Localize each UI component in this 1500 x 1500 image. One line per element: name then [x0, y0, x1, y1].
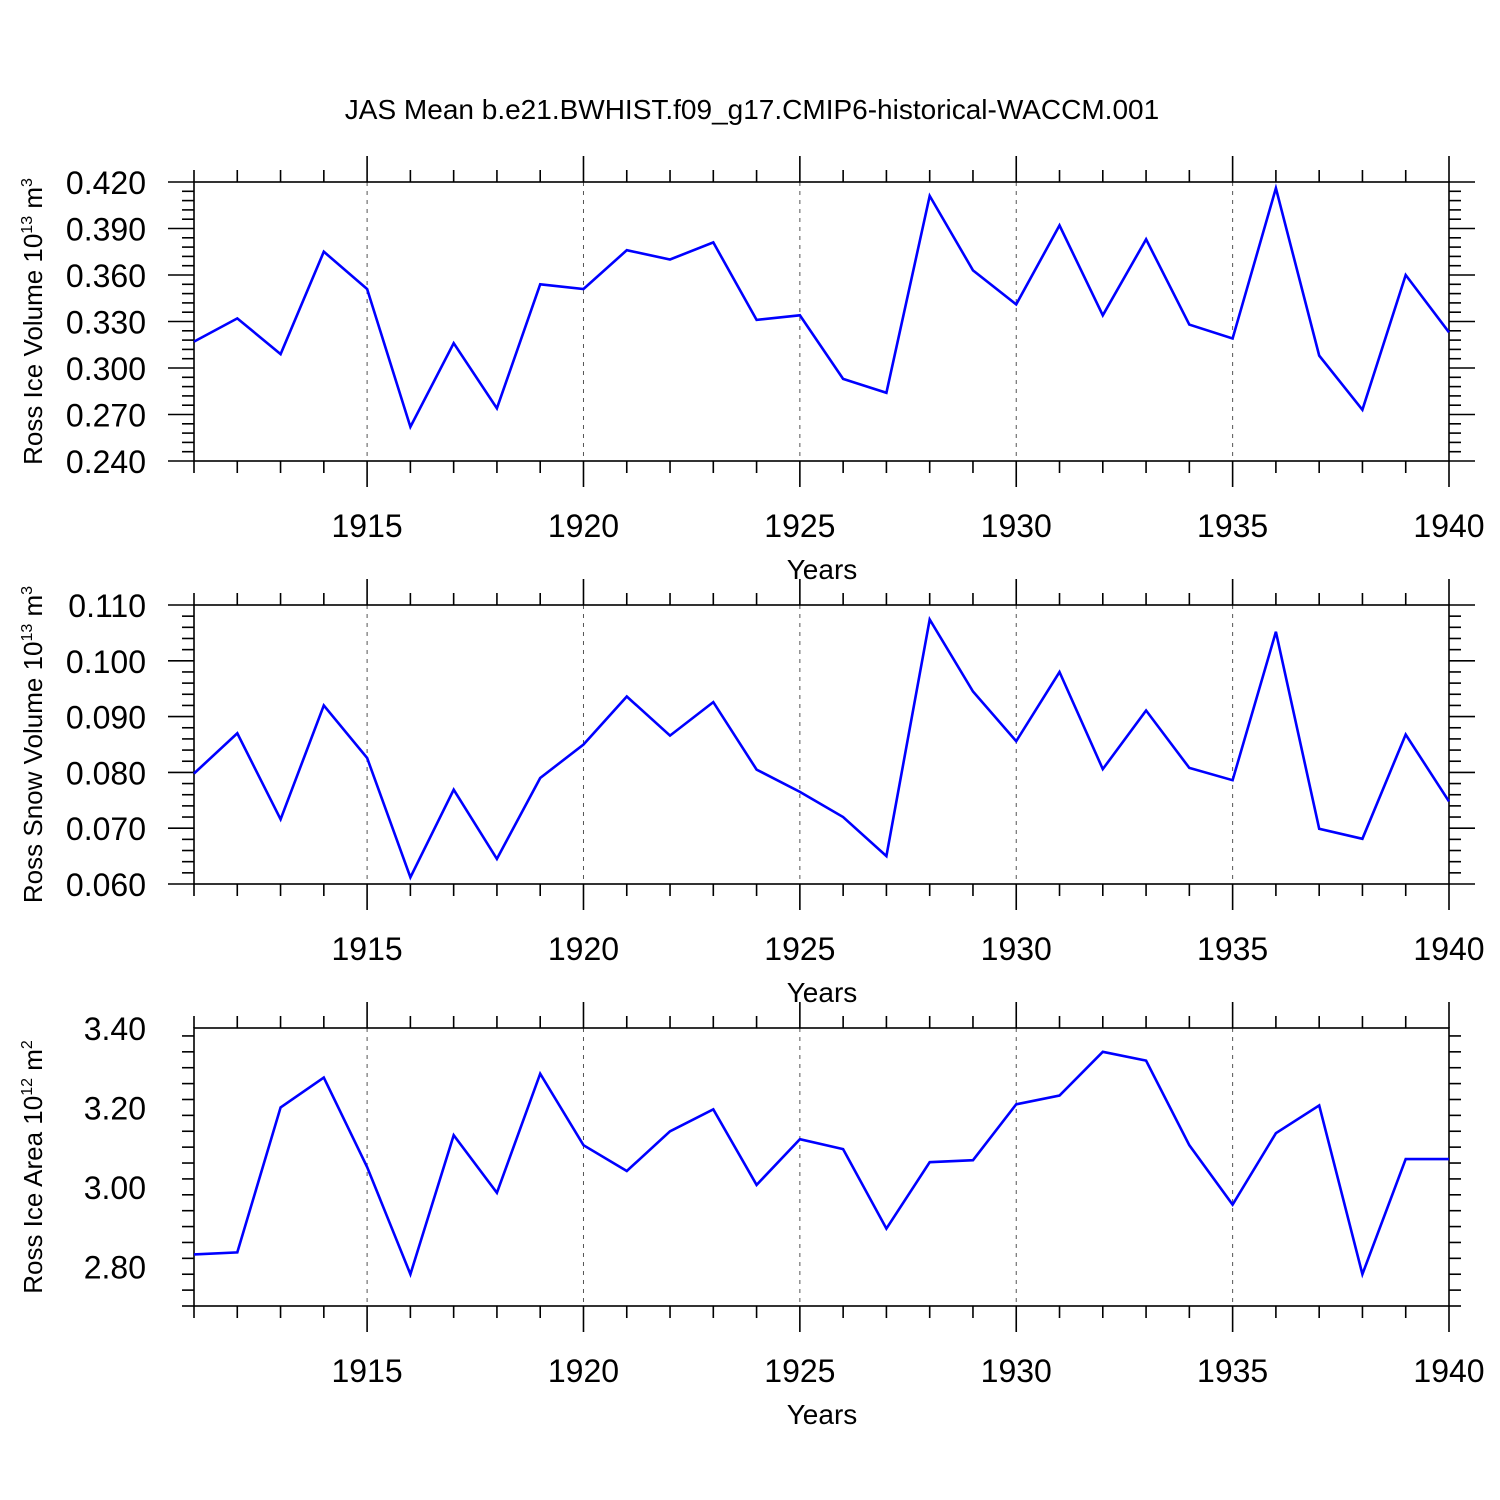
x-tick-label: 1915 [332, 931, 403, 967]
data-line [193, 1050, 1449, 1279]
y-tick-label: 0.420 [66, 165, 146, 201]
x-axis-label: Years [787, 977, 858, 1008]
x-tick-label: 1940 [1413, 931, 1484, 967]
y-tick-label: 3.40 [84, 1011, 146, 1047]
y-tick-label: 3.20 [84, 1090, 146, 1126]
plot-frame [193, 604, 1450, 885]
x-axis-label: Years [787, 1399, 858, 1430]
x-tick-label: 1920 [548, 1353, 619, 1389]
y-axis-label: Ross Snow Volume 1013 m3 [18, 586, 48, 903]
panel-ice-area: 1915 1920 1925 1930 1935 1940 Years 2.80 3.00 3.2… [18, 1002, 1485, 1430]
y-tick-label: 0.270 [66, 398, 146, 434]
x-tick-label: 1935 [1197, 931, 1268, 967]
figure-title: JAS Mean b.e21.BWHIST.f09_g17.CMIP6-hist… [345, 94, 1159, 125]
x-tick-label: 1940 [1413, 1353, 1484, 1389]
y-tick-label: 0.080 [66, 755, 146, 791]
y-tick-label: 0.070 [66, 811, 146, 847]
y-tick-label: 0.100 [66, 644, 146, 680]
x-tick-label: 1930 [981, 1353, 1052, 1389]
y-axis-label: Ross Ice Area 1012 m2 [18, 1040, 48, 1294]
data-line [193, 183, 1451, 431]
y-tick-label: 0.300 [66, 351, 146, 387]
x-tick-label: 1925 [764, 931, 835, 967]
x-axis-label: Years [787, 554, 858, 585]
panel-ice-volume: 1915 1920 1925 1930 1935 1940 Years 0.240 0.270 0… [18, 156, 1485, 585]
y-tick-label: 0.240 [66, 444, 146, 480]
x-tick-label: 1935 [1197, 508, 1268, 544]
x-tick-label: 1915 [332, 1353, 403, 1389]
x-tick-label: 1925 [764, 1353, 835, 1389]
y-tick-label: 0.330 [66, 305, 146, 341]
x-tick-label: 1925 [764, 508, 835, 544]
plot-frame [193, 1027, 1450, 1307]
y-tick-label: 0.390 [66, 212, 146, 248]
y-tick-label: 3.00 [84, 1170, 146, 1206]
x-tick-label: 1940 [1413, 508, 1484, 544]
data-line [193, 615, 1451, 881]
x-tick-label: 1920 [548, 931, 619, 967]
y-tick-label: 0.360 [66, 258, 146, 294]
y-tick-label: 0.090 [66, 700, 146, 736]
y-tick-label: 0.060 [66, 867, 146, 903]
panel-snow-volume: 1915 1920 1925 1930 1935 1940 Years 0.060 0.070 0… [18, 579, 1485, 1008]
y-tick-label: 0.110 [68, 588, 146, 624]
x-tick-label: 1930 [981, 931, 1052, 967]
y-tick-label: 2.80 [84, 1249, 146, 1285]
x-tick-label: 1930 [981, 508, 1052, 544]
y-axis-label: Ross Ice Volume 1013 m3 [18, 178, 48, 465]
x-tick-label: 1920 [548, 508, 619, 544]
x-tick-label: 1915 [332, 508, 403, 544]
x-tick-label: 1935 [1197, 1353, 1268, 1389]
